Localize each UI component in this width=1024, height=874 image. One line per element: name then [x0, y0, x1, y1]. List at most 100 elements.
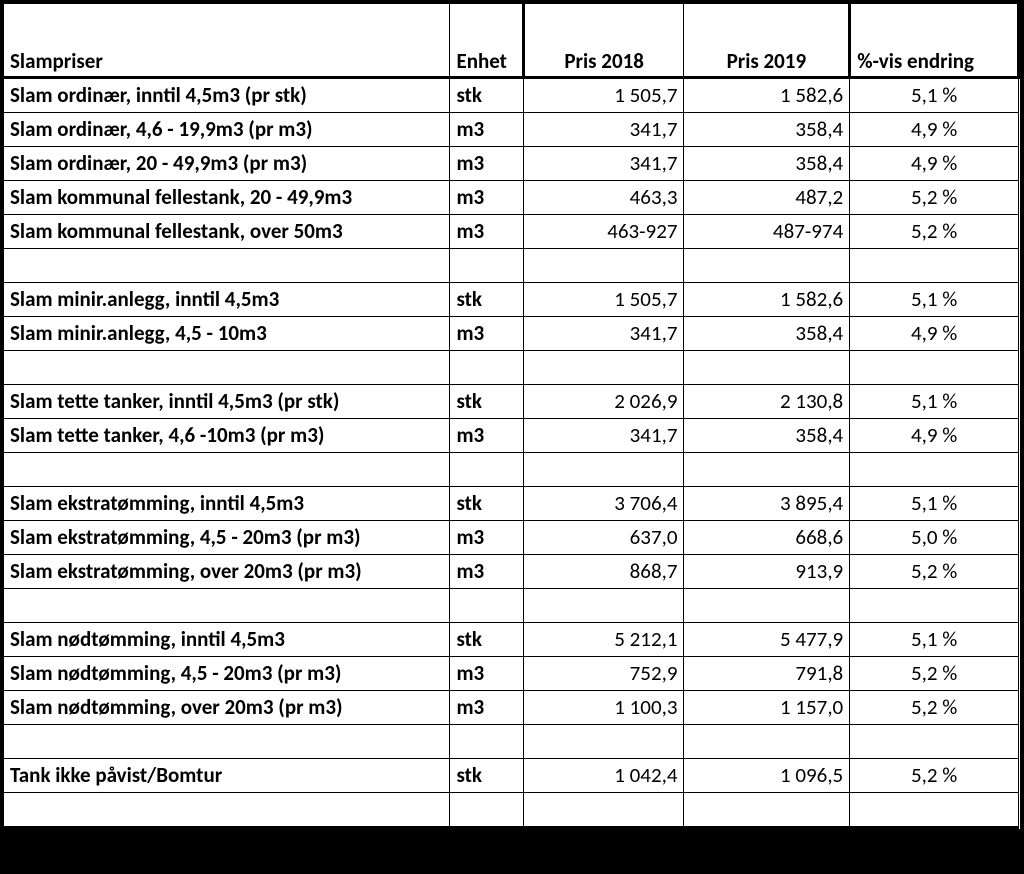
table-row: Slam tette tanker, 4,6 -10m3 (pr m3)m334…: [4, 419, 1019, 453]
table-row: Slam kommunal fellestank, 20 - 49,9m3m34…: [4, 181, 1019, 215]
cell-change: 5,2 %: [850, 215, 1019, 249]
cell-p2018: 637,0: [523, 521, 684, 555]
table-row: Slam ordinær, 4,6 - 19,9m3 (pr m3)m3341,…: [4, 113, 1019, 147]
cell-name: Slam nødtømming, 4,5 - 20m3 (pr m3): [4, 657, 450, 691]
col-header-p2019: Pris 2019: [684, 4, 850, 78]
cell-unit: [450, 453, 523, 487]
table-row: Tank ikke påvist/Bomturstk1 042,41 096,5…: [4, 759, 1019, 793]
cell-p2018: 1 100,3: [523, 691, 684, 725]
table-row: Slam minir.anlegg, 4,5 - 10m3m3341,7358,…: [4, 317, 1019, 351]
cell-p2018: 463,3: [523, 181, 684, 215]
cell-p2019: 1 157,0: [684, 691, 850, 725]
cell-p2018: 1 505,7: [523, 78, 684, 113]
cell-change: [850, 793, 1019, 828]
cell-unit: [450, 249, 523, 283]
cell-p2018: 2 026,9: [523, 385, 684, 419]
cell-name: Slam kommunal fellestank, 20 - 49,9m3: [4, 181, 450, 215]
cell-unit: m3: [450, 181, 523, 215]
table-row: [4, 249, 1019, 283]
cell-unit: [450, 589, 523, 623]
cell-change: [850, 725, 1019, 759]
cell-p2018: 341,7: [523, 317, 684, 351]
cell-name: Slam ekstratømming, inntil 4,5m3: [4, 487, 450, 521]
table-row: [4, 725, 1019, 759]
cell-unit: m3: [450, 521, 523, 555]
cell-unit: m3: [450, 691, 523, 725]
cell-p2018: [523, 793, 684, 828]
cell-name: [4, 589, 450, 623]
cell-unit: stk: [450, 283, 523, 317]
cell-name: Slam kommunal fellestank, over 50m3: [4, 215, 450, 249]
table-row: Slam ekstratømming, 4,5 - 20m3 (pr m3)m3…: [4, 521, 1019, 555]
cell-p2019: 3 895,4: [684, 487, 850, 521]
cell-name: [4, 793, 450, 828]
cell-change: 5,2 %: [850, 691, 1019, 725]
cell-unit: m3: [450, 419, 523, 453]
cell-unit: m3: [450, 317, 523, 351]
cell-p2018: 868,7: [523, 555, 684, 589]
cell-change: [850, 351, 1019, 385]
cell-p2019: 668,6: [684, 521, 850, 555]
cell-name: [4, 351, 450, 385]
table-row: Slam ordinær, 20 - 49,9m3 (pr m3)m3341,7…: [4, 147, 1019, 181]
cell-name: Slam minir.anlegg, inntil 4,5m3: [4, 283, 450, 317]
cell-name: [4, 453, 450, 487]
cell-change: 5,1 %: [850, 78, 1019, 113]
cell-unit: stk: [450, 759, 523, 793]
cell-p2018: 1 042,4: [523, 759, 684, 793]
cell-change: 5,1 %: [850, 385, 1019, 419]
cell-change: 5,1 %: [850, 623, 1019, 657]
cell-change: 4,9 %: [850, 113, 1019, 147]
table-row: Slam nødtømming, 4,5 - 20m3 (pr m3)m3752…: [4, 657, 1019, 691]
cell-change: 5,0 %: [850, 521, 1019, 555]
cell-unit: m3: [450, 555, 523, 589]
cell-p2018: 341,7: [523, 419, 684, 453]
cell-change: 4,9 %: [850, 147, 1019, 181]
cell-change: [850, 249, 1019, 283]
cell-p2018: [523, 453, 684, 487]
cell-unit: m3: [450, 657, 523, 691]
cell-change: [850, 453, 1019, 487]
cell-name: Slam ordinær, 20 - 49,9m3 (pr m3): [4, 147, 450, 181]
cell-change: 5,2 %: [850, 759, 1019, 793]
table-header-row: Slampriser Enhet Pris 2018 Pris 2019 %-v…: [4, 4, 1019, 78]
cell-name: [4, 725, 450, 759]
price-table: Slampriser Enhet Pris 2018 Pris 2019 %-v…: [4, 4, 1020, 829]
cell-p2018: 1 505,7: [523, 283, 684, 317]
cell-p2019: 791,8: [684, 657, 850, 691]
table-row: Slam tette tanker, inntil 4,5m3 (pr stk)…: [4, 385, 1019, 419]
cell-name: Slam nødtømming, over 20m3 (pr m3): [4, 691, 450, 725]
cell-p2019: 913,9: [684, 555, 850, 589]
cell-p2019: 1 582,6: [684, 283, 850, 317]
cell-change: 5,1 %: [850, 487, 1019, 521]
cell-change: [850, 589, 1019, 623]
cell-change: 4,9 %: [850, 419, 1019, 453]
cell-p2019: 358,4: [684, 317, 850, 351]
cell-p2019: 358,4: [684, 419, 850, 453]
cell-p2019: [684, 793, 850, 828]
cell-unit: [450, 793, 523, 828]
cell-unit: m3: [450, 147, 523, 181]
cell-p2019: 5 477,9: [684, 623, 850, 657]
cell-change: 5,2 %: [850, 181, 1019, 215]
table-row: Slam nødtømming, inntil 4,5m3stk5 212,15…: [4, 623, 1019, 657]
table-row: Slam ekstratømming, inntil 4,5m3stk3 706…: [4, 487, 1019, 521]
cell-name: Slam ordinær, 4,6 - 19,9m3 (pr m3): [4, 113, 450, 147]
table-row: Slam ordinær, inntil 4,5m3 (pr stk)stk1 …: [4, 78, 1019, 113]
cell-p2019: [684, 249, 850, 283]
cell-p2019: 1 096,5: [684, 759, 850, 793]
cell-unit: stk: [450, 487, 523, 521]
cell-name: Slam ekstratømming, 4,5 - 20m3 (pr m3): [4, 521, 450, 555]
cell-p2018: [523, 725, 684, 759]
cell-p2018: 752,9: [523, 657, 684, 691]
cell-p2018: [523, 249, 684, 283]
cell-p2018: 341,7: [523, 147, 684, 181]
cell-unit: stk: [450, 78, 523, 113]
cell-p2019: 358,4: [684, 147, 850, 181]
cell-name: Slam minir.anlegg, 4,5 - 10m3: [4, 317, 450, 351]
table-row: Slam nødtømming, over 20m3 (pr m3)m31 10…: [4, 691, 1019, 725]
cell-unit: [450, 725, 523, 759]
table-row: Slam minir.anlegg, inntil 4,5m3stk1 505,…: [4, 283, 1019, 317]
col-header-name: Slampriser: [4, 4, 450, 78]
table-row: Slam kommunal fellestank, over 50m3m3463…: [4, 215, 1019, 249]
